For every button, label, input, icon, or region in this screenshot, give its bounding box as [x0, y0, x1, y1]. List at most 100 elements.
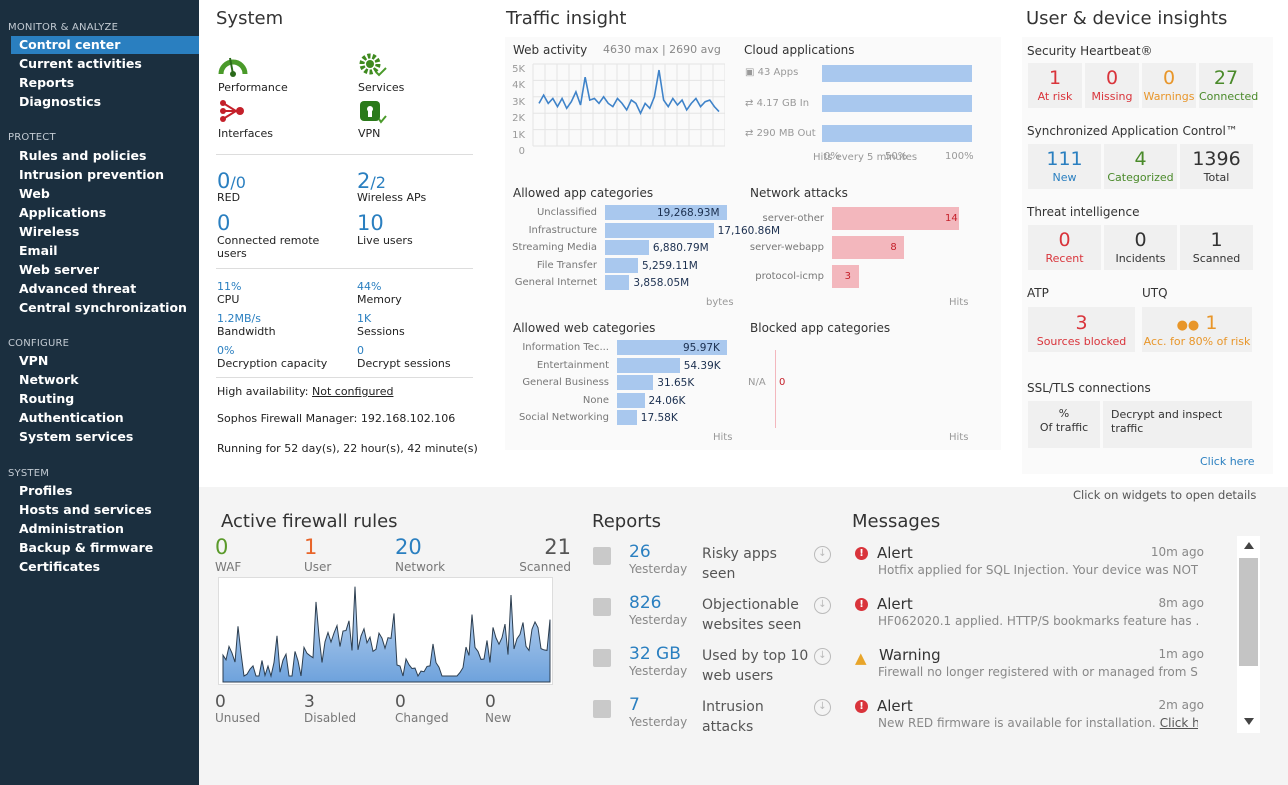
web-category-bar[interactable] — [617, 340, 727, 355]
report-value[interactable]: 32 GB — [629, 644, 681, 664]
nav-network[interactable]: Network — [19, 372, 79, 387]
nav-web-server[interactable]: Web server — [19, 262, 99, 277]
firewall-bottom-value[interactable]: 0 — [215, 692, 226, 712]
firewall-top-value[interactable]: 21 — [544, 535, 571, 559]
message-text[interactable]: Firewall no longer registered with or ma… — [878, 665, 1198, 679]
firewall-top-value[interactable]: 20 — [395, 535, 422, 559]
nav-applications[interactable]: Applications — [19, 205, 107, 220]
download-icon[interactable]: ↓ — [814, 699, 831, 716]
message-text[interactable]: New RED firmware is available for instal… — [878, 716, 1198, 730]
message-text[interactable]: Hotfix applied for SQL Injection. Your d… — [878, 563, 1198, 577]
firewall-bottom-value[interactable]: 3 — [304, 692, 315, 712]
aps-value[interactable]: 2/2 — [357, 169, 386, 193]
bandwidth-value[interactable]: 1.2MB/s — [217, 312, 261, 325]
nav-system-services[interactable]: System services — [19, 429, 134, 444]
attack-bar[interactable] — [832, 207, 959, 230]
performance-icon[interactable] — [218, 52, 248, 78]
app-category-bar[interactable] — [605, 205, 727, 220]
web-category-bar[interactable] — [617, 410, 637, 425]
web-activity-chart[interactable] — [505, 56, 725, 166]
firewall-top-value[interactable]: 1 — [304, 535, 318, 559]
app-category-bar[interactable] — [605, 275, 630, 290]
live-users-value[interactable]: 10 — [357, 211, 384, 235]
decryption-capacity-value[interactable]: 0% — [217, 344, 235, 357]
firewall-bottom-value[interactable]: 0 — [485, 692, 496, 712]
attack-bar[interactable] — [832, 265, 859, 288]
nav-certificates[interactable]: Certificates — [19, 559, 101, 574]
heartbeat-cell[interactable]: 0 Warnings — [1142, 63, 1196, 108]
sac-cell[interactable]: 111 New — [1028, 144, 1101, 189]
vpn-lock-icon[interactable] — [358, 99, 388, 125]
nav-central-sync[interactable]: Central synchronization — [19, 300, 187, 315]
nav-authentication[interactable]: Authentication — [19, 410, 124, 425]
heartbeat-cell[interactable]: 1 At risk — [1028, 63, 1082, 108]
ssl-decrypt-widget[interactable]: Decrypt and inspect traffic — [1103, 401, 1252, 448]
report-label[interactable]: Used by top 10 web users — [702, 648, 809, 684]
cloud-apps-bar[interactable] — [822, 65, 972, 82]
ssl-percent-widget[interactable]: % Of traffic — [1028, 401, 1100, 448]
sac-cell[interactable]: 4 Categorized — [1104, 144, 1177, 189]
nav-hosts-services[interactable]: Hosts and services — [19, 502, 152, 517]
app-category-bar[interactable] — [605, 257, 638, 273]
report-value[interactable]: 826 — [629, 593, 662, 613]
decrypt-sessions-value[interactable]: 0 — [357, 344, 364, 357]
nav-control-center[interactable]: Control center — [11, 36, 199, 54]
threat-cell[interactable]: 1 Scanned — [1180, 225, 1253, 270]
scroll-thumb[interactable] — [1239, 558, 1258, 666]
utq-widget[interactable]: ●● 1 Acc. for 80% of risk — [1142, 307, 1252, 352]
threat-cell[interactable]: 0 Recent — [1028, 225, 1101, 270]
message-link[interactable]: Click he... — [1159, 716, 1198, 730]
heartbeat-cell[interactable]: 27 Connected — [1199, 63, 1258, 108]
app-category-bar[interactable] — [605, 222, 714, 238]
report-label[interactable]: Risky apps seen — [702, 546, 777, 582]
report-label[interactable]: Intrusion attacks — [702, 699, 764, 735]
atp-widget[interactable]: 3 Sources blocked — [1028, 307, 1135, 352]
nav-backup-firmware[interactable]: Backup & firmware — [19, 540, 154, 555]
nav-profiles[interactable]: Profiles — [19, 483, 73, 498]
download-icon[interactable]: ↓ — [814, 597, 831, 614]
red-value[interactable]: 0/0 — [217, 169, 246, 193]
firewall-chart[interactable] — [218, 577, 553, 685]
web-category-bar[interactable] — [617, 375, 654, 390]
nav-current-activities[interactable]: Current activities — [19, 56, 142, 71]
nav-web[interactable]: Web — [19, 186, 50, 201]
memory-value[interactable]: 44% — [357, 280, 382, 293]
report-value[interactable]: 26 — [629, 542, 651, 562]
ha-link[interactable]: Not configured — [312, 385, 394, 398]
nav-diagnostics[interactable]: Diagnostics — [19, 94, 102, 109]
cloud-in-bar[interactable] — [822, 95, 972, 112]
firewall-top-value[interactable]: 0 — [215, 535, 229, 559]
firewall-bottom-value[interactable]: 0 — [395, 692, 406, 712]
report-value[interactable]: 7 — [629, 695, 640, 715]
scroll-down-icon[interactable] — [1244, 718, 1254, 725]
report-label[interactable]: Objectionable websites seen — [702, 597, 802, 633]
web-category-bar[interactable] — [617, 392, 645, 408]
app-category-bar[interactable] — [605, 240, 649, 255]
ssl-click-here-link[interactable]: Click here — [1200, 455, 1255, 468]
services-gear-icon[interactable] — [358, 52, 388, 78]
nav-rules-policies[interactable]: Rules and policies — [19, 148, 147, 163]
scroll-up-icon[interactable] — [1244, 542, 1254, 549]
attack-bar[interactable] — [832, 236, 905, 259]
cpu-value[interactable]: 11% — [217, 280, 242, 293]
web-category-bar[interactable] — [617, 357, 680, 373]
download-icon[interactable]: ↓ — [814, 648, 831, 665]
interfaces-icon[interactable] — [218, 99, 248, 125]
sac-cell[interactable]: 1396 Total — [1180, 144, 1253, 189]
nav-email[interactable]: Email — [19, 243, 58, 258]
remote-users-value[interactable]: 0 — [217, 211, 231, 235]
nav-advanced-threat[interactable]: Advanced threat — [19, 281, 137, 296]
nav-administration[interactable]: Administration — [19, 521, 124, 536]
sessions-value[interactable]: 1K — [357, 312, 372, 325]
download-icon[interactable]: ↓ — [814, 546, 831, 563]
messages-scrollbar[interactable] — [1237, 536, 1260, 733]
nav-wireless[interactable]: Wireless — [19, 224, 80, 239]
heartbeat-cell[interactable]: 0 Missing — [1085, 63, 1139, 108]
cloud-out-bar[interactable] — [822, 125, 972, 142]
threat-cell[interactable]: 0 Incidents — [1104, 225, 1177, 270]
nav-intrusion-prevention[interactable]: Intrusion prevention — [19, 167, 165, 182]
nav-vpn[interactable]: VPN — [19, 353, 49, 368]
message-text[interactable]: HF062020.1 applied. HTTP/S bookmarks fea… — [878, 614, 1198, 628]
nav-routing[interactable]: Routing — [19, 391, 75, 406]
nav-reports[interactable]: Reports — [19, 75, 75, 90]
